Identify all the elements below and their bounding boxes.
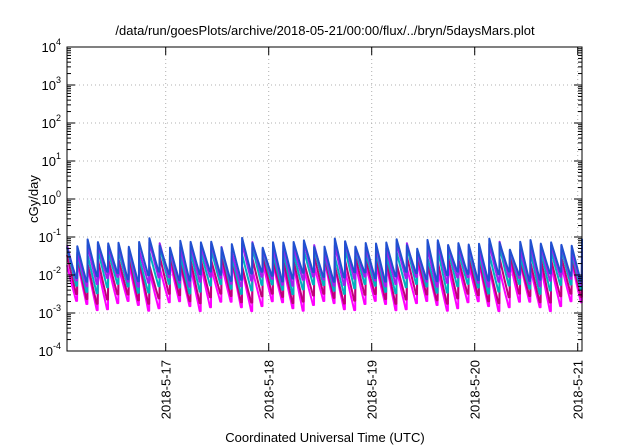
y-tick-label: 10-1: [39, 227, 61, 245]
plot-frame: [66, 46, 583, 352]
x-tick-label: 2018-5-20: [468, 360, 483, 419]
y-tick-label: 103: [42, 75, 61, 93]
y-tick-label: 101: [42, 151, 61, 169]
y-tick-label: 10-2: [39, 265, 61, 283]
chart-title: /data/run/goesPlots/archive/2018-05-21/0…: [115, 23, 535, 38]
series-line: [66, 236, 583, 283]
series-group: [66, 236, 583, 313]
grid: [67, 47, 582, 351]
x-tick-label: 2018-5-21: [571, 360, 586, 419]
x-tick-label: 2018-5-18: [262, 360, 277, 419]
y-tick-label: 102: [42, 113, 61, 131]
y-axis: 10-4 10-3 10-2 10-1 100 101 102 103 104: [39, 37, 582, 359]
y-tick-label: 100: [42, 189, 61, 207]
x-tick-label: 2018-5-19: [365, 360, 380, 419]
x-axis-label: Coordinated Universal Time (UTC): [225, 430, 424, 445]
x-axis: 2018-5-17 2018-5-18 2018-5-19 2018-5-20 2018…: [159, 47, 586, 419]
y-axis-label: cGy/day: [26, 175, 41, 223]
x-tick-label: 2018-5-17: [159, 360, 174, 419]
y-tick-label: 104: [42, 37, 61, 55]
y-tick-label: 10-4: [39, 341, 61, 359]
y-tick-label: 10-3: [39, 303, 61, 321]
